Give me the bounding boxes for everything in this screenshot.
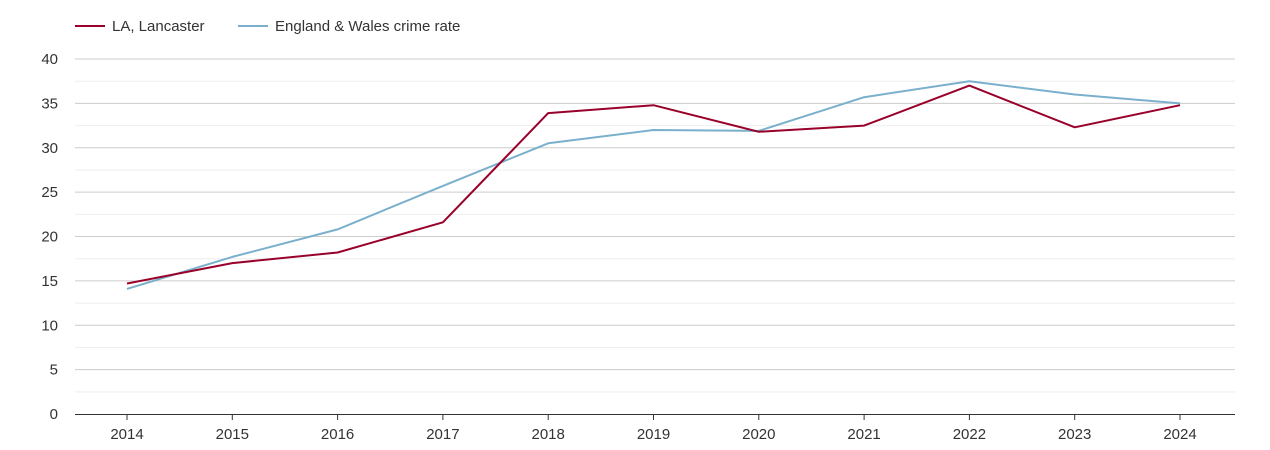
y-tick-label: 20 xyxy=(41,229,58,246)
series-lines xyxy=(126,80,1181,290)
x-tick-label: 2021 xyxy=(847,426,880,443)
x-tick-label: 2018 xyxy=(532,426,565,443)
y-tick-label: 5 xyxy=(50,362,58,379)
y-tick-label: 40 xyxy=(41,51,58,68)
x-tick-label: 2016 xyxy=(321,426,354,443)
y-tick-label: 0 xyxy=(50,406,58,423)
legend-label-england-wales: England & Wales crime rate xyxy=(275,18,460,35)
legend-label-lancaster: LA, Lancaster xyxy=(112,18,205,35)
x-tick-label: 2023 xyxy=(1058,426,1091,443)
x-tick-label: 2019 xyxy=(637,426,670,443)
x-tick-label: 2020 xyxy=(742,426,775,443)
x-tick-label: 2017 xyxy=(426,426,459,443)
x-tick-label: 2022 xyxy=(953,426,986,443)
y-tick-label: 10 xyxy=(41,317,58,334)
x-tick-label: 2024 xyxy=(1163,426,1196,443)
x-axis: 2014 2015 2016 2017 2018 2019 2020 2021 2022 2023… xyxy=(75,414,1235,443)
y-tick-label: 25 xyxy=(41,184,58,201)
grid-lines xyxy=(75,58,1235,393)
x-tick-label: 2014 xyxy=(110,426,143,443)
legend: LA, Lancaster England & Wales crime rate xyxy=(75,18,460,35)
x-tick-label: 2015 xyxy=(216,426,249,443)
y-axis: 0 5 10 15 20 25 30 35 40 xyxy=(41,51,58,423)
y-tick-label: 30 xyxy=(41,140,58,157)
y-tick-label: 35 xyxy=(41,95,58,112)
series-line-lancaster xyxy=(126,84,1181,285)
y-tick-label: 15 xyxy=(41,273,58,290)
